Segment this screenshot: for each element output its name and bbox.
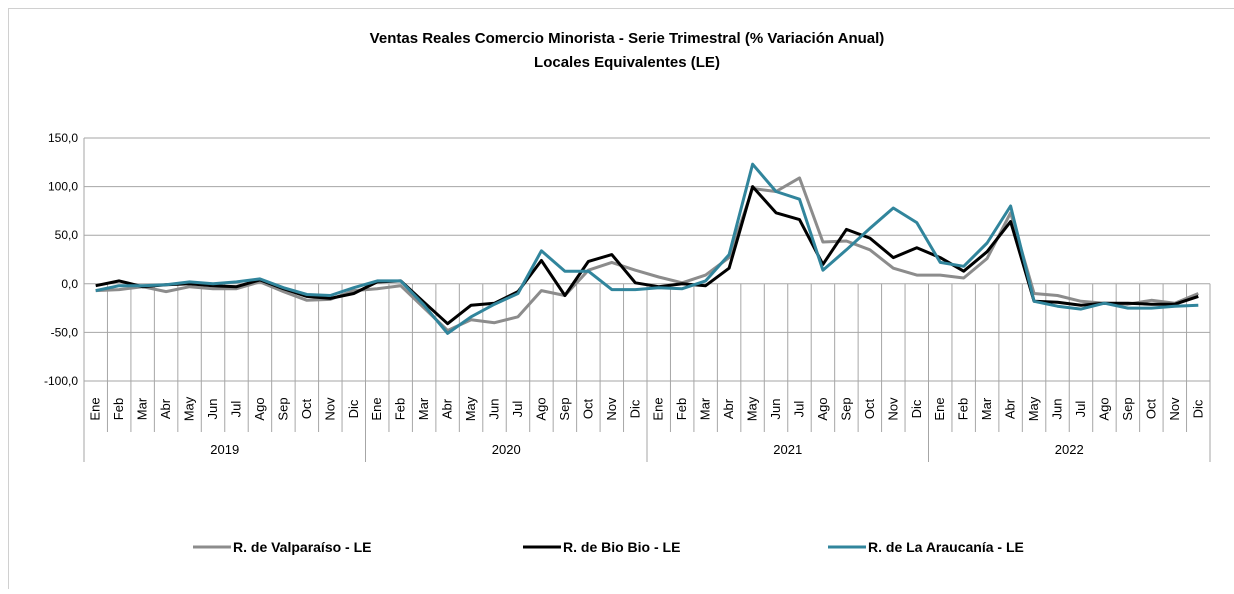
year-label: 2022 (1055, 442, 1084, 457)
x-tick-label: Sep (1120, 397, 1135, 420)
legend-label: R. de La Araucanía - LE (868, 539, 1024, 555)
x-tick-label: Ene (88, 397, 103, 420)
year-label: 2019 (210, 442, 239, 457)
x-tick-label: Ene (651, 397, 666, 420)
x-tick-label: Jul (791, 401, 806, 418)
x-tick-label: Mar (135, 397, 150, 420)
x-tick-label: Dic (627, 399, 642, 418)
x-tick-label: Jun (768, 399, 783, 420)
chart-subtitle: Locales Equivalentes (LE) (534, 54, 720, 71)
x-tick-label: Oct (1143, 399, 1158, 420)
legend-label: R. de Valparaíso - LE (233, 539, 372, 555)
y-tick-label: -50,0 (51, 325, 79, 339)
y-tick-label: -100,0 (44, 374, 78, 388)
x-tick-label: Mar (416, 397, 431, 420)
year-label: 2021 (773, 442, 802, 457)
x-tick-label: Oct (862, 399, 877, 420)
x-tick-label: Jul (1073, 401, 1088, 418)
x-tick-label: Ago (252, 397, 267, 420)
x-tick-label: Sep (838, 397, 853, 420)
x-tick-label: May (182, 396, 197, 421)
x-tick-label: Ago (533, 397, 548, 420)
x-tick-label: Sep (275, 397, 290, 420)
x-tick-label: Abr (721, 398, 736, 419)
x-tick-label: Jun (1050, 399, 1065, 420)
x-tick-label: Ago (1096, 397, 1111, 420)
legend-label: R. de Bio Bio - LE (563, 539, 680, 555)
x-tick-label: Ago (815, 397, 830, 420)
x-tick-label: Abr (440, 398, 455, 419)
y-tick-label: 50,0 (55, 228, 79, 242)
x-tick-label: Mar (979, 397, 994, 420)
y-tick-label: 150,0 (48, 131, 78, 145)
x-tick-label: Sep (557, 397, 572, 420)
x-tick-label: Jun (205, 399, 220, 420)
chart-title: Ventas Reales Comercio Minorista - Serie… (370, 30, 885, 47)
y-tick-label: 100,0 (48, 180, 78, 194)
x-tick-label: Nov (322, 397, 337, 421)
x-tick-label: May (463, 396, 478, 421)
x-tick-label: May (745, 396, 760, 421)
x-tick-label: Jun (487, 399, 502, 420)
x-tick-label: Nov (885, 397, 900, 421)
x-tick-label: Nov (1167, 397, 1182, 421)
x-tick-label: May (1026, 396, 1041, 421)
x-tick-label: Ene (932, 397, 947, 420)
x-tick-label: Oct (299, 399, 314, 420)
x-tick-label: Ene (369, 397, 384, 420)
x-tick-label: Dic (1190, 399, 1205, 418)
x-tick-label: Dic (909, 399, 924, 418)
x-tick-label: Feb (393, 398, 408, 420)
x-tick-label: Dic (346, 399, 361, 418)
x-tick-label: Feb (674, 398, 689, 420)
year-label: 2020 (492, 442, 521, 457)
x-tick-label: Feb (111, 398, 126, 420)
y-tick-label: 0,0 (61, 277, 78, 291)
chart-border (9, 9, 1234, 590)
x-tick-label: Oct (580, 399, 595, 420)
x-tick-label: Abr (158, 398, 173, 419)
x-tick-label: Abr (1003, 398, 1018, 419)
x-tick-label: Feb (956, 398, 971, 420)
x-tick-label: Mar (698, 397, 713, 420)
x-tick-label: Nov (604, 397, 619, 421)
x-tick-label: Jul (510, 401, 525, 418)
x-tick-label: Jul (228, 401, 243, 418)
